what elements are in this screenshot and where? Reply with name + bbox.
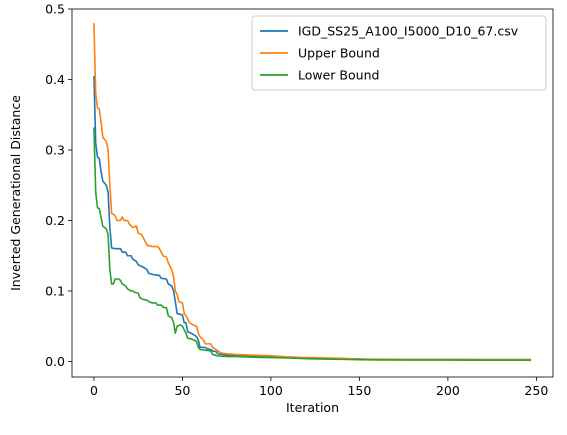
y-tick-label: 0.4 [45,72,65,87]
x-axis-label: Iteration [286,400,339,415]
y-tick-label: 0.1 [45,283,65,298]
x-tick-label: 50 [174,383,190,398]
y-tick-label: 0.5 [45,2,65,17]
x-tick-label: 200 [436,383,460,398]
legend-entry: IGD_SS25_A100_I5000_D10_67.csv [298,24,519,39]
legend-entry: Lower Bound [298,68,379,83]
legend: IGD_SS25_A100_I5000_D10_67.csv Upper Boun… [252,16,546,90]
legend-entry: Upper Bound [298,46,380,61]
y-tick-label: 0.0 [45,354,65,369]
x-tick-label: 0 [90,383,98,398]
x-tick-label: 250 [524,383,548,398]
y-tick-label: 0.3 [45,142,65,157]
x-tick-label: 100 [259,383,283,398]
x-tick-label: 150 [347,383,371,398]
y-tick-label: 0.2 [45,213,65,228]
y-axis-label: Inverted Generational Distance [8,95,23,291]
